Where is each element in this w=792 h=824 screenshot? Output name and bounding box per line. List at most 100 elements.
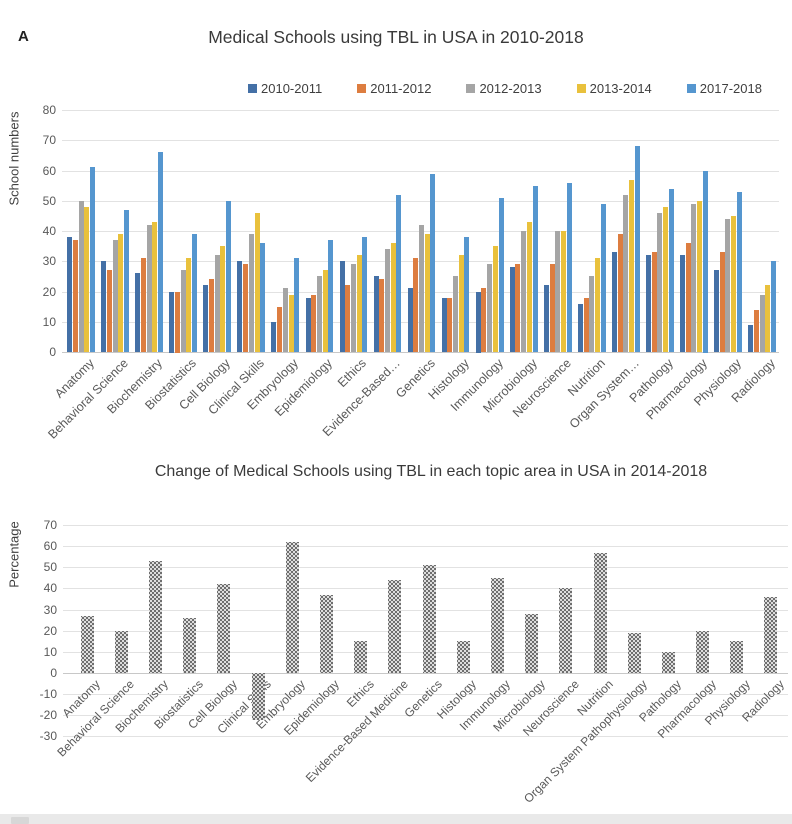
y-tick-label: -30 [39, 729, 57, 743]
gridline [63, 546, 788, 547]
bar [362, 237, 368, 352]
gridline [62, 352, 779, 353]
bar [543, 285, 549, 352]
x-category-label: Ethics [335, 356, 370, 390]
bar [577, 304, 583, 352]
bar [80, 616, 94, 673]
bar [214, 255, 220, 352]
bar [328, 240, 334, 352]
bar [657, 213, 663, 352]
bar [589, 276, 595, 352]
bar [322, 270, 328, 352]
bar [594, 258, 600, 352]
legend-swatch [357, 84, 367, 93]
gridline [62, 292, 779, 293]
bar [114, 631, 128, 673]
bar [593, 553, 607, 673]
bar [319, 595, 333, 673]
gridline [63, 736, 788, 737]
bar [663, 207, 668, 352]
bar [260, 243, 266, 352]
bar [175, 292, 180, 353]
legend-swatch [248, 84, 257, 93]
bar [237, 261, 243, 352]
gridline [62, 201, 779, 202]
gridline [63, 631, 788, 632]
bar [764, 597, 778, 673]
x-category-label: Radiology [739, 677, 787, 725]
legend-item: 2010-2011 [248, 81, 322, 96]
x-category-label: Nutrition [564, 356, 608, 399]
gridline [62, 231, 779, 232]
bar [490, 578, 504, 673]
bar [509, 267, 515, 352]
bar [447, 298, 453, 352]
bar [475, 292, 481, 353]
x-category-label: Neuroscience [519, 677, 582, 739]
bar [736, 192, 742, 352]
y-tick-label: 60 [43, 539, 57, 553]
bar [311, 295, 317, 352]
bar [288, 295, 294, 352]
bar [691, 204, 697, 352]
bar [714, 270, 719, 352]
bar [373, 276, 379, 352]
bar [183, 618, 197, 673]
bar [526, 222, 532, 352]
gridline [62, 171, 779, 172]
bar [498, 198, 504, 352]
bar [680, 255, 685, 352]
bar [152, 222, 158, 352]
bar [243, 264, 249, 352]
bar [158, 152, 163, 352]
x-category-label: Histology [425, 356, 472, 403]
bar [629, 180, 634, 352]
bar [124, 210, 129, 352]
legend-label: 2010-2011 [261, 81, 323, 96]
gridline [63, 588, 788, 589]
bar [180, 270, 186, 352]
bar [532, 186, 538, 352]
bar [385, 249, 390, 352]
bar [407, 288, 413, 352]
bar [617, 234, 623, 352]
gridline [63, 715, 788, 716]
x-category-label: Anatomy [52, 356, 97, 401]
x-category-label: Neuroscience [509, 356, 574, 420]
bar [419, 225, 424, 352]
x-category-label: Biostatistics [142, 356, 200, 413]
bar [481, 288, 487, 352]
top-chart-y-axis-title: School numbers [6, 111, 22, 206]
bar [730, 641, 744, 673]
legend-item: 2013-2014 [576, 81, 652, 96]
bar [101, 261, 107, 352]
x-category-label: Histology [434, 677, 480, 722]
bar [611, 252, 617, 352]
gridline [62, 261, 779, 262]
legend-item: 2017-2018 [686, 81, 762, 96]
top-chart-title: Medical Schools using TBL in USA in 2010… [208, 27, 584, 47]
y-tick-label: 40 [42, 224, 56, 238]
bar [203, 285, 209, 352]
x-category-label: Embryology [253, 677, 309, 732]
bar [72, 240, 78, 352]
bar [118, 234, 124, 352]
bar [339, 261, 345, 352]
bar [192, 234, 198, 352]
bar [702, 171, 708, 353]
bar [186, 258, 192, 352]
bar [251, 673, 265, 720]
bar [135, 273, 141, 352]
y-tick-label: -20 [39, 708, 57, 722]
bar [67, 237, 73, 352]
bar [458, 255, 464, 352]
bar [277, 307, 283, 352]
y-tick-label: 70 [43, 518, 57, 532]
panel-a-label: A [18, 28, 29, 45]
bar [441, 298, 447, 352]
y-tick-label: 80 [42, 103, 56, 117]
bar [668, 189, 674, 352]
x-category-label: Pharmacology [643, 356, 710, 423]
y-tick-label: 60 [42, 164, 56, 178]
